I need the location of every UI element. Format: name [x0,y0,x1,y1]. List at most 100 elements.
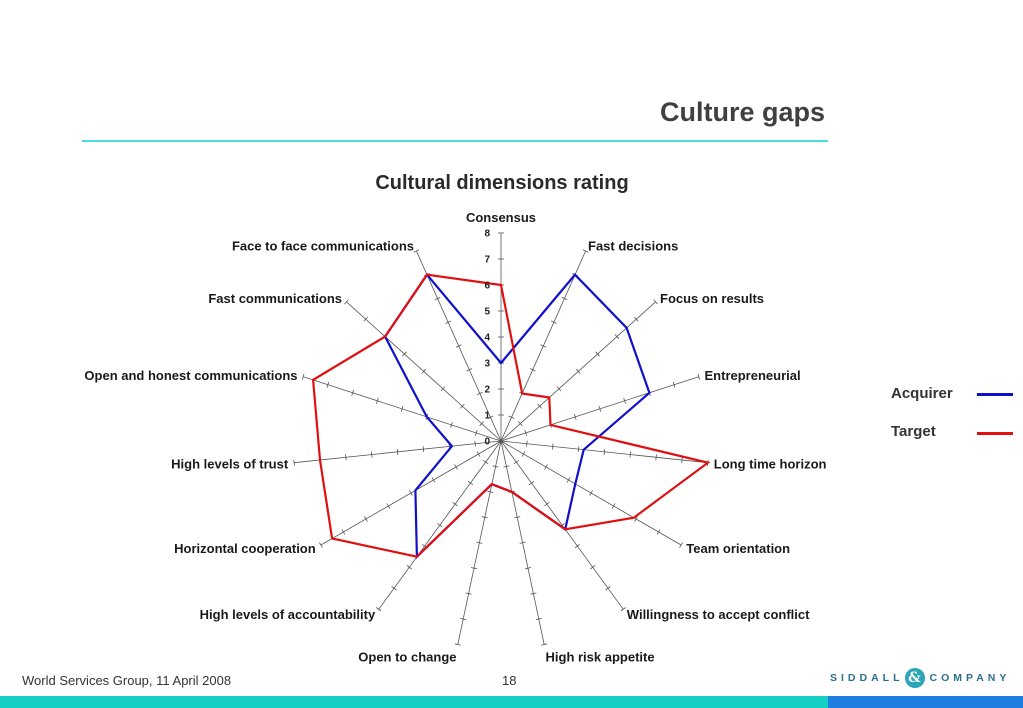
radar-axis-tick [679,542,683,548]
category-label: Entrepreneurial [705,368,801,383]
radar-axis-tick [474,440,476,447]
radar-axis-tick [487,415,494,419]
radar-axis-tick [452,501,458,507]
radar-axis-tick [633,316,639,322]
radar-axis-tick [450,421,453,428]
series-acquirer-line [383,272,651,560]
radar-axis-tick [552,443,554,450]
radar-axis-tick [655,454,657,461]
radar-axis-tick [344,299,349,305]
radar-axis-tick [319,542,323,548]
radar-axis-tick [525,567,532,570]
radar-axis-tick [402,351,407,357]
radar-axis-tick [508,415,515,419]
radar-axis-tick [476,451,481,457]
radial-tick-label: 4 [484,333,490,344]
radar-axis-tick [465,592,472,595]
radar-axis-tick [293,459,295,466]
category-label: Open and honest communications [84,368,297,383]
radar-axis-tick [406,565,412,570]
radar-axis-tick [530,592,537,595]
slide-title: Culture gaps [659,97,825,127]
radar-axis-tick [535,618,542,620]
page-number: 18 [502,673,517,688]
radar-axis-tick [492,465,499,468]
radar-axis-tick [376,397,379,404]
radar-axis-tick [544,501,550,507]
radar-axis-tick [595,351,600,357]
radar-axis-tick [590,565,596,570]
radar-axis-tick [481,516,488,519]
radar-axis-tick [363,316,369,322]
company-logo: SIDDALL & COMPANY [830,668,1010,688]
radial-tick-label: 3 [484,359,490,370]
radar-axis-tick [409,490,413,496]
category-label: High risk appetite [546,649,655,664]
radar-axis-tick [400,405,404,412]
footer-text: World Services Group, 11 April 2008 [22,673,232,688]
radar-axis-tick [371,451,373,458]
radar-axis-tick [634,516,638,522]
radar-axis-tick [603,448,606,455]
radar-axis-tick [437,523,443,528]
radar-axis-tick [454,464,458,470]
radar-axis-tick [421,368,426,374]
radar-axis-tick [577,446,580,453]
radar-axis-tick [656,529,661,535]
category-label: Consensus [466,210,536,225]
radar-axis-tick [460,618,467,620]
radar-axis-tick [364,516,368,522]
radar-axis-tick [611,503,616,509]
radar-axis-tick [653,299,658,305]
radar-axis-tick [514,516,521,519]
category-label: Fast communications [208,291,342,306]
title-rule [82,140,828,142]
radar-axis-tick [574,544,581,549]
radial-tick-label: 1 [484,411,490,422]
radar-axis-tick [503,465,510,468]
radar-axis-tick [487,490,494,493]
radial-tick-label: 7 [484,255,490,266]
radar-axis-tick [629,451,631,458]
category-label: Horizontal cooperation [174,541,316,556]
radar-axis-tick [474,429,478,436]
radar-axis-tick [479,421,484,427]
radar-axis-tick [422,446,425,453]
radar-axis-tick [476,541,483,544]
legend-label-target: Target [891,423,936,440]
radar-axis-tick [576,368,581,374]
category-label: High levels of trust [171,456,289,471]
radar-axis-tick [413,249,420,253]
radar-axis-tick [582,249,589,253]
radar-axis-tick [524,429,528,436]
radar-axis-tick [541,643,548,646]
radar-axis-tick [544,464,548,470]
radar-axis-tick [598,405,602,412]
footer-bar-teal [0,696,828,708]
series-target-line [311,273,711,558]
radial-tick-label: 8 [484,229,490,240]
legend-line-acquirer [977,393,1013,396]
category-label: Fast decisions [588,239,678,254]
radar-axis-tick [566,477,571,483]
radar-axis-tick [326,381,330,388]
radial-tick-label: 6 [484,281,490,292]
radar-axis-tick [341,529,346,535]
radar-axis-tick [391,586,397,591]
radar-axis-tick [460,403,465,409]
radar-axis-tick [455,344,462,348]
radar-axis-tick [573,413,577,420]
radar-axis-tick [620,607,626,612]
radial-tick-label: 2 [484,385,490,396]
radar-axis-tick [528,480,535,486]
radar-axis-tick [697,373,701,380]
radar-axis-tick [623,397,626,404]
radar-axis-tick [376,607,382,612]
logo-word-right: COMPANY [929,672,1011,684]
category-label: Open to change [358,649,456,664]
radial-tick-label: 0 [484,437,490,448]
radar-axis-tick [351,389,354,396]
radar-axis-tick [470,567,477,570]
radar-axis-tick [431,477,436,483]
